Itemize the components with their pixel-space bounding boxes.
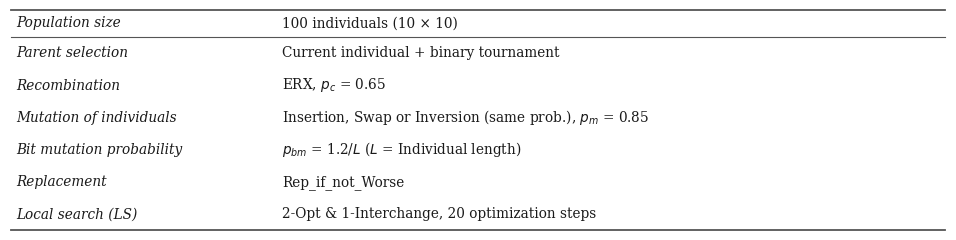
Text: Population size: Population size xyxy=(16,16,121,30)
Text: 100 individuals (10 × 10): 100 individuals (10 × 10) xyxy=(282,16,458,30)
Text: Parent selection: Parent selection xyxy=(16,46,128,60)
Text: Current individual + binary tournament: Current individual + binary tournament xyxy=(282,46,559,60)
Text: 2-Opt & 1-Interchange, 20 optimization steps: 2-Opt & 1-Interchange, 20 optimization s… xyxy=(282,207,597,221)
Text: Replacement: Replacement xyxy=(16,175,107,189)
Text: Bit mutation probability: Bit mutation probability xyxy=(16,143,183,157)
Text: ERX, $p_c$ = 0.65: ERX, $p_c$ = 0.65 xyxy=(282,77,386,95)
Text: Rep_if_not_Worse: Rep_if_not_Worse xyxy=(282,175,404,190)
Text: Mutation of individuals: Mutation of individuals xyxy=(16,111,177,125)
Text: Insertion, Swap or Inversion (same prob.), $p_m$ = 0.85: Insertion, Swap or Inversion (same prob.… xyxy=(282,108,649,127)
Text: $p_{bm}$ = 1.2/$L$ ($L$ = Individual length): $p_{bm}$ = 1.2/$L$ ($L$ = Individual len… xyxy=(282,140,521,159)
Text: Local search (LS): Local search (LS) xyxy=(16,207,138,221)
Text: Recombination: Recombination xyxy=(16,78,120,92)
